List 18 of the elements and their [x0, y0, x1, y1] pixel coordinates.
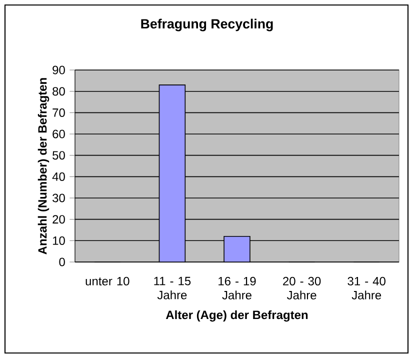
- x-tick-label: unter 10: [86, 276, 130, 286]
- y-axis-title: Anzahl (Number) der Befragten: [38, 78, 50, 254]
- x-tick-label: 11 - 15 Jahre: [154, 276, 191, 300]
- x-tick-label: 31 - 40 Jahre: [348, 276, 386, 300]
- y-tick-label: 40: [52, 172, 65, 181]
- x-axis-title: Alter (Age) der Befragten: [166, 310, 308, 322]
- y-tick-label: 90: [52, 66, 65, 74]
- y-tick-label: 60: [52, 130, 65, 138]
- y-tick-label: 0: [59, 258, 65, 266]
- y-tick-label: 80: [52, 87, 65, 96]
- x-tick-label: 20 - 30 Jahre: [283, 276, 321, 300]
- y-tick-label: 30: [52, 194, 65, 202]
- y-tick-label: 50: [52, 151, 65, 160]
- y-tick-label: 10: [52, 236, 65, 245]
- chart-title: Befragung Recycling: [141, 18, 273, 32]
- x-tick-label: 16 - 19 Jahre: [218, 276, 256, 300]
- y-tick-label: 70: [52, 108, 65, 117]
- y-tick-label: 20: [52, 215, 65, 224]
